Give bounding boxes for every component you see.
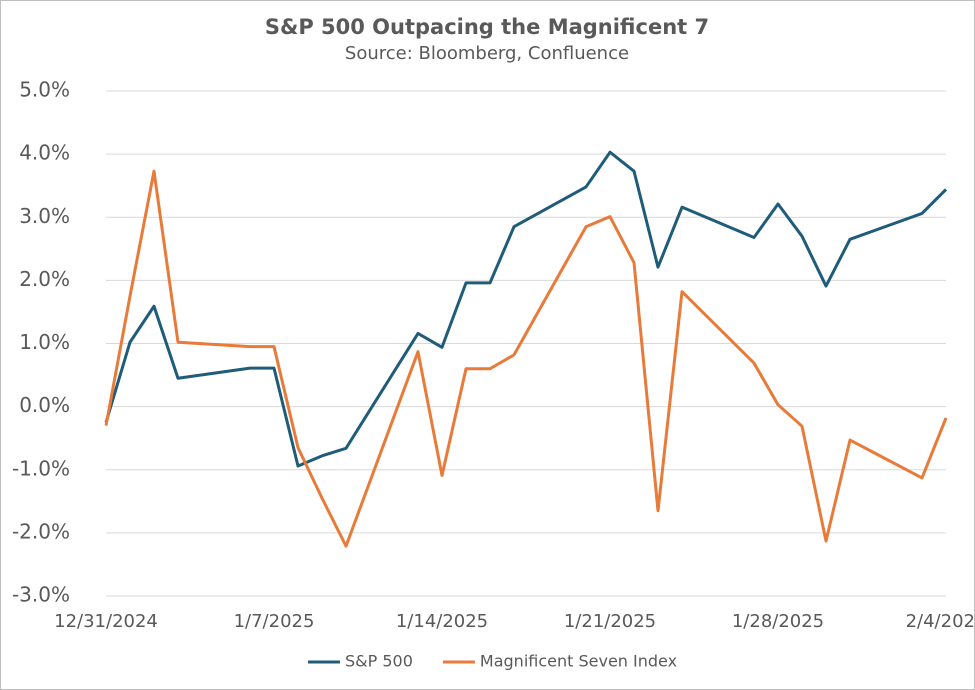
chart-title: S&P 500 Outpacing the Magnificent 7 bbox=[265, 15, 709, 39]
x-tick-label: 1/14/2025 bbox=[396, 611, 488, 632]
x-tick-label: 2/4/2025 bbox=[906, 611, 975, 632]
chart-subtitle: Source: Bloomberg, Confluence bbox=[345, 43, 629, 64]
y-tick-label: 4.0% bbox=[19, 141, 70, 165]
y-tick-label: 3.0% bbox=[19, 204, 70, 228]
y-tick-label: -1.0% bbox=[12, 456, 70, 480]
y-tick-label: -3.0% bbox=[12, 583, 70, 607]
x-tick-label: 1/21/2025 bbox=[564, 611, 656, 632]
y-tick-label: 0.0% bbox=[19, 393, 70, 417]
legend-label: Magnificent Seven Index bbox=[480, 652, 677, 671]
y-tick-label: 1.0% bbox=[19, 330, 70, 354]
series-line bbox=[104, 150, 948, 468]
series-line bbox=[104, 169, 948, 548]
y-tick-label: -2.0% bbox=[12, 519, 70, 543]
x-tick-label: 1/7/2025 bbox=[234, 611, 315, 632]
legend-label: S&P 500 bbox=[345, 652, 413, 671]
x-tick-label: 12/31/2024 bbox=[54, 611, 158, 632]
x-tick-label: 1/28/2025 bbox=[732, 611, 824, 632]
y-tick-label: 5.0% bbox=[19, 78, 70, 102]
y-tick-label: 2.0% bbox=[19, 267, 70, 291]
